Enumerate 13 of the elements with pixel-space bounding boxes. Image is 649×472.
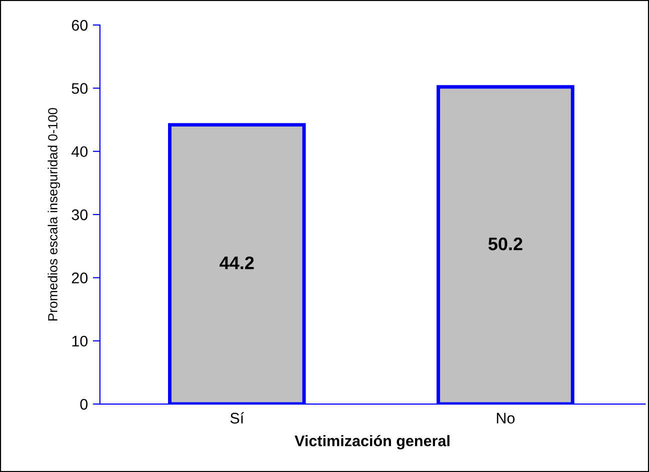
y-tick-label: 60 xyxy=(72,20,88,31)
x-tick-label: No xyxy=(496,412,515,424)
y-tick-label: 50 xyxy=(72,83,88,94)
y-tick-label: 0 xyxy=(80,398,88,410)
x-tick-label: Sí xyxy=(230,412,244,424)
data-label: 50.2 xyxy=(488,238,522,250)
y-tick-label: 20 xyxy=(72,272,88,284)
y-axis-title: Promedios escala inseguridad 0-100 xyxy=(48,108,60,321)
x-axis-title: Victimización general xyxy=(294,434,450,450)
data-label: 44.2 xyxy=(220,256,254,270)
y-tick-label: 10 xyxy=(72,336,88,347)
y-tick-label: 30 xyxy=(72,209,88,220)
y-tick-label: 40 xyxy=(72,146,88,158)
